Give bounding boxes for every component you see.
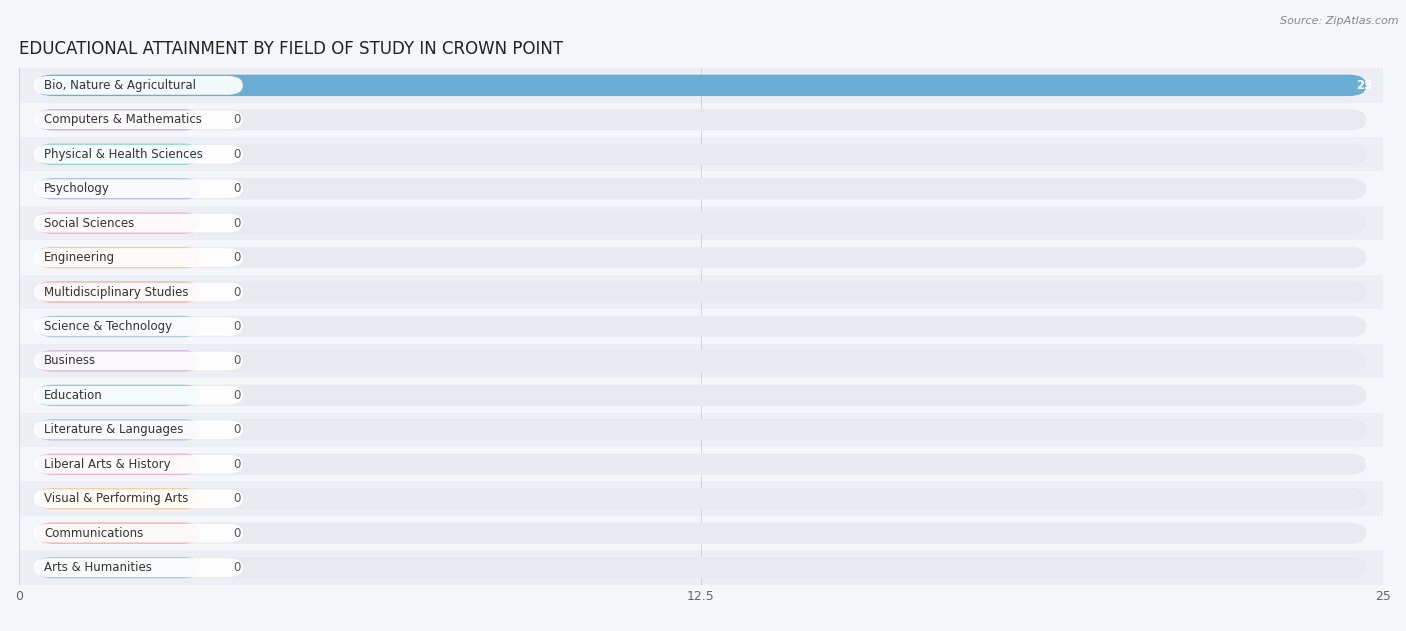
Text: Communications: Communications [44, 527, 143, 540]
Text: Arts & Humanities: Arts & Humanities [44, 561, 152, 574]
Bar [20, 413, 1384, 447]
FancyBboxPatch shape [37, 109, 1367, 131]
Text: 0: 0 [233, 457, 240, 471]
FancyBboxPatch shape [37, 522, 1367, 544]
FancyBboxPatch shape [34, 524, 243, 543]
FancyBboxPatch shape [34, 214, 243, 233]
Text: 25: 25 [1355, 79, 1372, 92]
Bar [20, 344, 1384, 378]
FancyBboxPatch shape [37, 316, 200, 337]
Bar [20, 137, 1384, 172]
FancyBboxPatch shape [34, 248, 243, 267]
FancyBboxPatch shape [37, 454, 1367, 475]
FancyBboxPatch shape [37, 74, 1367, 96]
Bar [20, 68, 1384, 103]
Bar [20, 378, 1384, 413]
Bar [20, 550, 1384, 585]
FancyBboxPatch shape [34, 386, 243, 404]
Text: Computers & Mathematics: Computers & Mathematics [44, 114, 202, 126]
Text: Business: Business [44, 355, 96, 367]
FancyBboxPatch shape [37, 178, 200, 199]
Text: Bio, Nature & Agricultural: Bio, Nature & Agricultural [44, 79, 195, 92]
FancyBboxPatch shape [37, 454, 200, 475]
Text: Liberal Arts & History: Liberal Arts & History [44, 457, 170, 471]
FancyBboxPatch shape [37, 419, 1367, 440]
FancyBboxPatch shape [37, 316, 1367, 337]
FancyBboxPatch shape [37, 144, 200, 165]
Bar [20, 240, 1384, 275]
Bar [20, 172, 1384, 206]
FancyBboxPatch shape [37, 213, 200, 234]
Bar [20, 206, 1384, 240]
FancyBboxPatch shape [37, 350, 1367, 372]
Text: 0: 0 [233, 561, 240, 574]
Bar [20, 275, 1384, 309]
Text: Psychology: Psychology [44, 182, 110, 195]
FancyBboxPatch shape [34, 76, 243, 95]
Text: 0: 0 [233, 148, 240, 161]
FancyBboxPatch shape [34, 489, 243, 508]
Text: 0: 0 [233, 286, 240, 298]
FancyBboxPatch shape [34, 420, 243, 439]
Text: Physical & Health Sciences: Physical & Health Sciences [44, 148, 202, 161]
FancyBboxPatch shape [37, 213, 1367, 234]
FancyBboxPatch shape [37, 247, 200, 268]
FancyBboxPatch shape [37, 281, 200, 303]
FancyBboxPatch shape [34, 558, 243, 577]
FancyBboxPatch shape [37, 385, 200, 406]
FancyBboxPatch shape [37, 144, 1367, 165]
FancyBboxPatch shape [37, 522, 200, 544]
FancyBboxPatch shape [34, 317, 243, 336]
Bar [20, 103, 1384, 137]
FancyBboxPatch shape [34, 179, 243, 198]
FancyBboxPatch shape [37, 488, 200, 509]
Text: Social Sciences: Social Sciences [44, 216, 135, 230]
Text: 0: 0 [233, 251, 240, 264]
Text: EDUCATIONAL ATTAINMENT BY FIELD OF STUDY IN CROWN POINT: EDUCATIONAL ATTAINMENT BY FIELD OF STUDY… [20, 40, 564, 58]
Text: Engineering: Engineering [44, 251, 115, 264]
FancyBboxPatch shape [37, 419, 200, 440]
FancyBboxPatch shape [37, 109, 200, 131]
Text: 0: 0 [233, 320, 240, 333]
Text: Source: ZipAtlas.com: Source: ZipAtlas.com [1281, 16, 1399, 26]
Text: 0: 0 [233, 389, 240, 402]
Bar [20, 516, 1384, 550]
Text: Visual & Performing Arts: Visual & Performing Arts [44, 492, 188, 505]
FancyBboxPatch shape [37, 247, 1367, 268]
Text: Multidisciplinary Studies: Multidisciplinary Studies [44, 286, 188, 298]
Text: Education: Education [44, 389, 103, 402]
Text: 0: 0 [233, 527, 240, 540]
FancyBboxPatch shape [34, 110, 243, 129]
FancyBboxPatch shape [34, 283, 243, 302]
Text: Literature & Languages: Literature & Languages [44, 423, 183, 436]
FancyBboxPatch shape [37, 281, 1367, 303]
Text: 0: 0 [233, 182, 240, 195]
FancyBboxPatch shape [37, 488, 1367, 509]
FancyBboxPatch shape [34, 351, 243, 370]
Text: 0: 0 [233, 355, 240, 367]
FancyBboxPatch shape [37, 178, 1367, 199]
FancyBboxPatch shape [34, 455, 243, 474]
Text: 0: 0 [233, 492, 240, 505]
Bar [20, 481, 1384, 516]
FancyBboxPatch shape [37, 74, 1367, 96]
FancyBboxPatch shape [37, 557, 1367, 578]
FancyBboxPatch shape [37, 350, 200, 372]
Bar [20, 447, 1384, 481]
Text: 0: 0 [233, 216, 240, 230]
Text: 0: 0 [233, 423, 240, 436]
Bar [20, 309, 1384, 344]
FancyBboxPatch shape [37, 557, 200, 578]
Text: 0: 0 [233, 114, 240, 126]
FancyBboxPatch shape [34, 145, 243, 163]
Text: Science & Technology: Science & Technology [44, 320, 172, 333]
FancyBboxPatch shape [37, 385, 1367, 406]
